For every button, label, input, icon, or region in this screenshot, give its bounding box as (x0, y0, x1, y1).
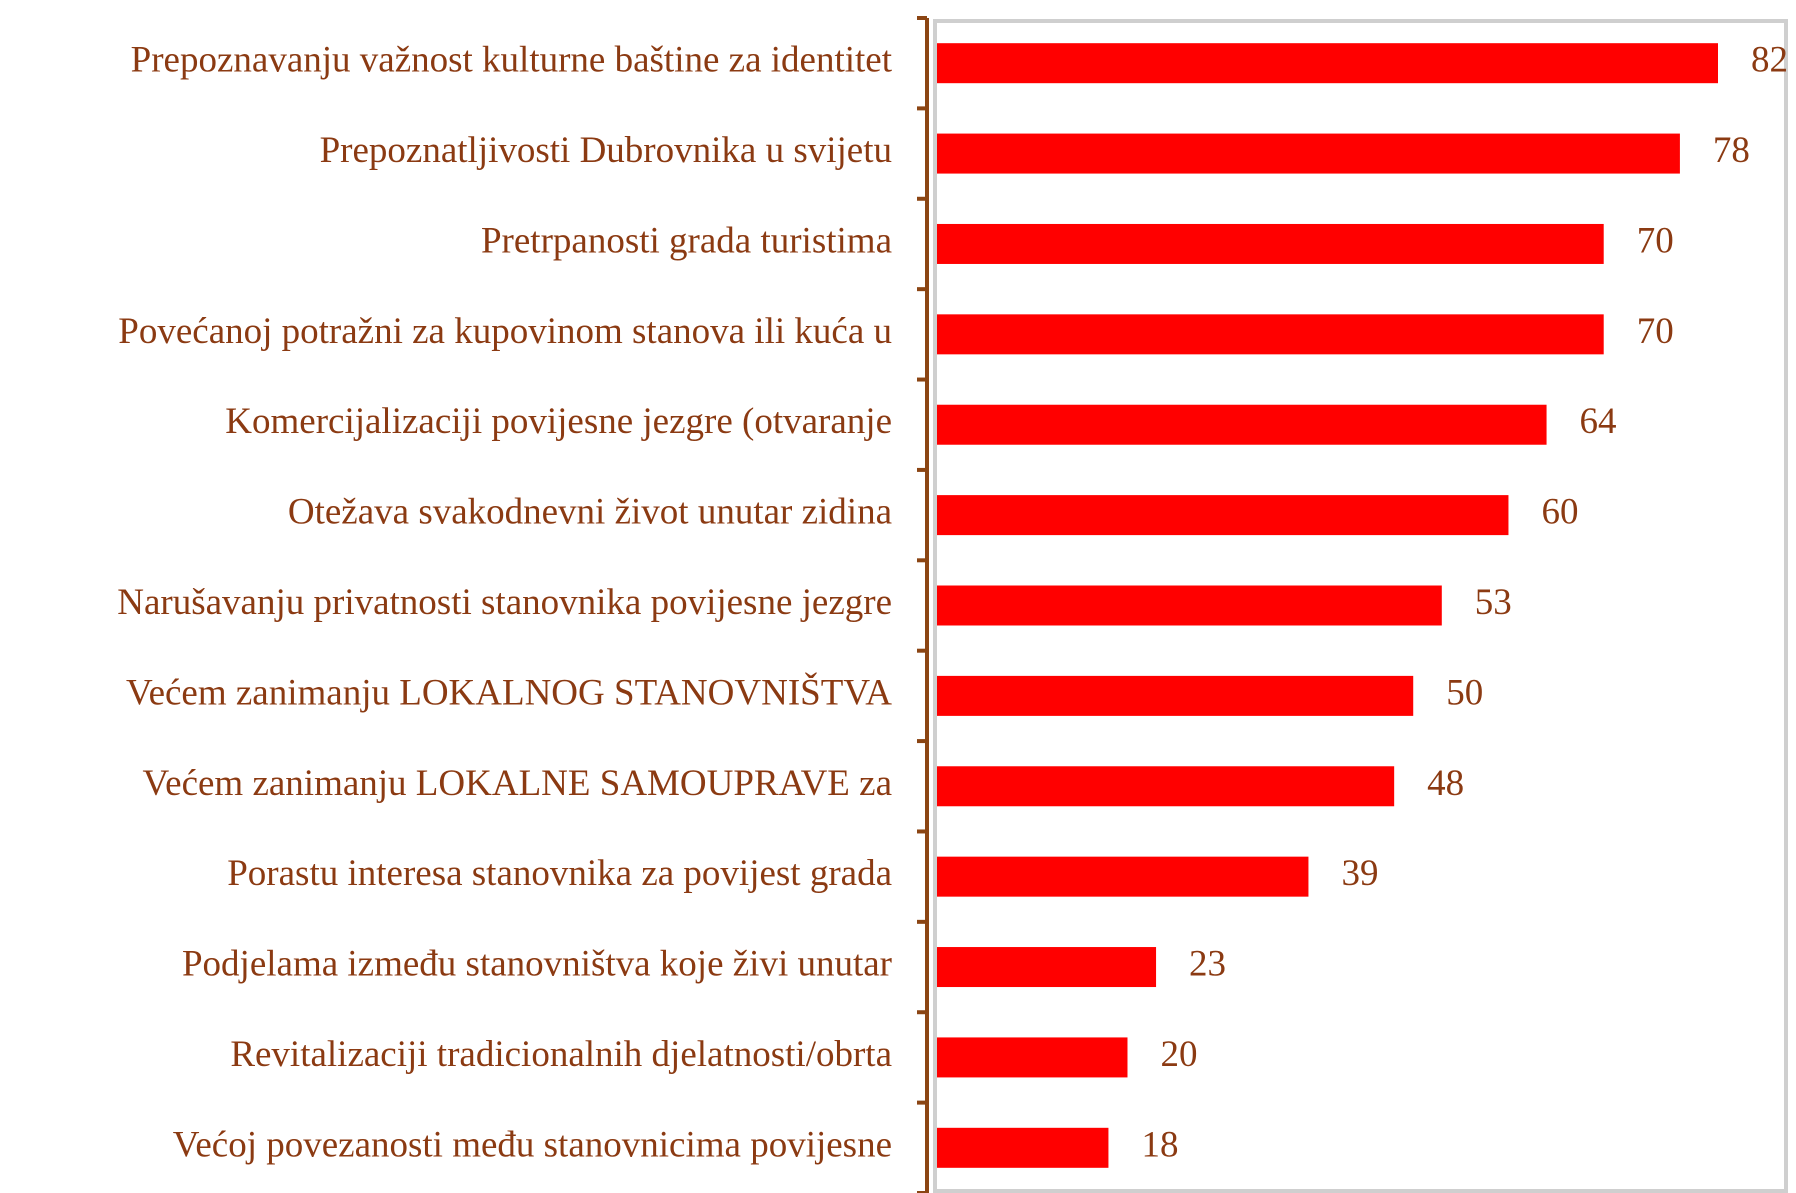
bar (937, 495, 1509, 536)
bar (937, 223, 1604, 264)
bar (937, 947, 1157, 988)
value-label: 70 (1637, 311, 1674, 352)
category-label: Revitalizaciji tradicionalnih djelatnost… (230, 1034, 892, 1075)
category-label: Komercijalizaciji povijesne jezgre (otva… (225, 401, 892, 442)
bar (937, 133, 1680, 174)
bar (937, 43, 1718, 84)
bar (937, 585, 1442, 626)
category-label: Porastu interesa stanovnika za povijest … (227, 853, 892, 894)
bar (937, 1127, 1109, 1168)
category-label: Narušavanju privatnosti stanovnika povij… (117, 582, 892, 623)
bar (937, 404, 1547, 445)
category-label: Otežava svakodnevni život unutar zidina (288, 492, 892, 533)
bar (937, 314, 1604, 355)
bar (937, 675, 1414, 716)
category-label: Prepoznavanju važnost kulturne baštine z… (131, 40, 893, 81)
category-label: Povećanoj potražni za kupovinom stanova … (118, 311, 892, 352)
category-label: Većoj povezanosti među stanovnicima povi… (173, 1124, 892, 1165)
bar (937, 766, 1395, 807)
value-label: 53 (1475, 582, 1512, 623)
plot-frame (933, 19, 1788, 1193)
value-label: 50 (1446, 672, 1483, 713)
category-label: Pretrpanosti grada turistima (481, 220, 892, 261)
category-label: Podjelama između stanovništva koje živi … (182, 944, 892, 985)
value-label: 82 (1751, 40, 1788, 81)
category-label: Prepoznatljivosti Dubrovnika u svijetu (320, 130, 892, 171)
value-label: 70 (1637, 220, 1674, 261)
value-label: 78 (1713, 130, 1750, 171)
category-label: Većem zanimanju LOKALNE SAMOUPRAVE za (143, 763, 892, 804)
bar (937, 1037, 1128, 1078)
value-label: 39 (1341, 853, 1378, 894)
value-label: 64 (1580, 401, 1617, 442)
category-label: Većem zanimanju LOKALNOG STANOVNIŠTVA (126, 671, 892, 713)
value-label: 20 (1160, 1034, 1197, 1075)
value-label: 48 (1427, 763, 1464, 804)
value-label: 18 (1141, 1124, 1178, 1165)
bar (937, 856, 1309, 897)
value-label: 23 (1189, 944, 1226, 985)
value-label: 60 (1541, 492, 1578, 533)
